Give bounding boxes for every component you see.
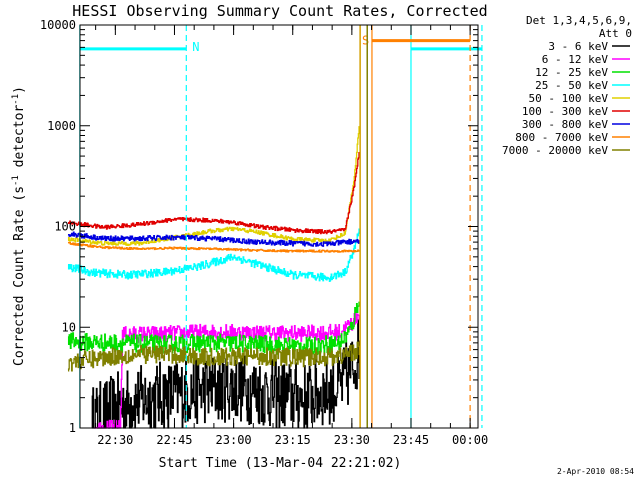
x-tick-label: 00:00 (452, 433, 488, 447)
flag-label-n: N (192, 40, 199, 54)
series-line-7000-20000-kev (67, 341, 360, 372)
legend-label: 800 - 7000 keV (515, 131, 608, 144)
series-line-50-100-kev (67, 126, 360, 246)
x-axis-label: Start Time (13-Mar-04 22:21:02) (159, 456, 402, 471)
legend-header: Att 0 (599, 27, 632, 40)
x-tick-label: 23:45 (393, 433, 429, 447)
y-axis-label-part: -1 (11, 94, 21, 105)
legend-label: 6 - 12 keV (542, 53, 609, 66)
y-tick-label: 1000 (47, 119, 76, 133)
y-tick-label: 10 (62, 320, 76, 334)
legend-label: 3 - 6 keV (548, 40, 608, 53)
legend-label: 300 - 800 keV (522, 118, 608, 131)
flag-label-s: S (362, 34, 369, 48)
legend-label: 25 - 50 keV (535, 79, 608, 92)
legend-label: 50 - 100 keV (529, 92, 609, 105)
legend-label: 7000 - 20000 keV (502, 144, 608, 157)
series-line-12-25-kev (67, 301, 360, 356)
x-tick-label: 22:45 (156, 433, 192, 447)
footer-date: 2-Apr-2010 08:54 (557, 467, 634, 476)
legend-label: 100 - 300 keV (522, 105, 608, 118)
y-tick-label: 1 (69, 421, 76, 435)
chart-title: HESSI Observing Summary Count Rates, Cor… (72, 2, 487, 20)
series-line-800-7000-kev (67, 241, 360, 253)
y-tick-label: 100 (54, 220, 76, 234)
series-line-100-300-kev (67, 152, 360, 235)
legend-label: 12 - 25 keV (535, 66, 608, 79)
x-tick-label: 22:30 (97, 433, 133, 447)
x-tick-label: 23:30 (334, 433, 370, 447)
series-line-25-50-kev (67, 228, 360, 282)
series-line-300-800-kev (67, 231, 360, 247)
x-tick-label: 23:00 (216, 433, 252, 447)
series-line-3-6-kev (91, 319, 360, 429)
y-axis-label-part: detector (12, 105, 27, 176)
x-tick-label: 23:15 (275, 433, 311, 447)
y-axis-label: Corrected Count Rate (s-1 detector-1) (11, 86, 27, 366)
x-axis: 22:30 22:45 23:00 23:15 23:30 23:45 00:00 (95, 25, 488, 447)
y-axis-label-part: ) (12, 86, 27, 94)
y-tick-label: 10000 (40, 18, 76, 32)
y-axis-label-part: Corrected Count Rate (s (12, 186, 27, 366)
y-axis: 1 10 100 1000 10000 (40, 18, 478, 435)
y-axis-label-part: -1 (11, 175, 21, 186)
legend-header: Det 1,3,4,5,6,9, (526, 14, 632, 27)
